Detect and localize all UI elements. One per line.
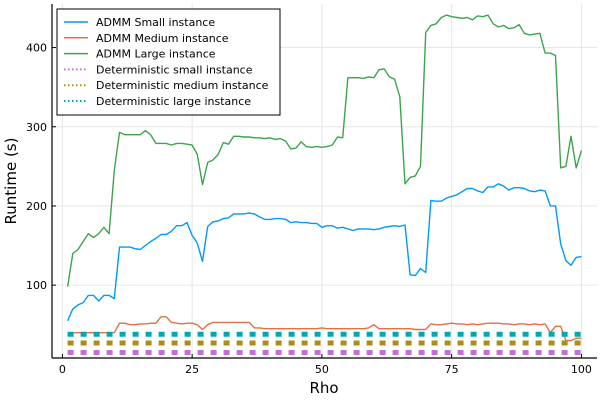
- tick-labels: 0 25 50 75 100 100 200 300 400: [26, 42, 592, 376]
- y-tick-label: 400: [26, 42, 47, 55]
- legend-box: [56, 8, 281, 116]
- x-tick-label: 75: [445, 363, 459, 376]
- x-tick-label: 100: [571, 363, 592, 376]
- series-line-2: [67, 316, 582, 342]
- legend-label-4: Deterministic small instance: [96, 63, 253, 76]
- legend: ADMM Small instance ADMM Medium instance A…: [56, 8, 281, 116]
- y-tick-label: 300: [26, 121, 47, 134]
- x-tick-label: 25: [185, 363, 199, 376]
- x-axis-title: Rho: [309, 379, 338, 397]
- series-line-1: [66, 183, 582, 322]
- axes: [51, 4, 597, 359]
- x-tick-label: 50: [315, 363, 329, 376]
- y-tick-label: 100: [26, 279, 47, 292]
- legend-label-3: ADMM Large instance: [96, 48, 216, 61]
- x-tick-label: 0: [59, 363, 66, 376]
- legend-label-2: ADMM Medium instance: [96, 32, 229, 45]
- legend-label-6: Deterministic large instance: [96, 95, 251, 108]
- legend-label-5: Deterministic medium instance: [96, 79, 269, 92]
- series-group: [66, 14, 583, 355]
- y-axis-title: Runtime (s): [2, 138, 20, 225]
- legend-label-1: ADMM Small instance: [96, 16, 215, 29]
- y-tick-label: 200: [26, 200, 47, 213]
- series-line-3: [66, 14, 583, 287]
